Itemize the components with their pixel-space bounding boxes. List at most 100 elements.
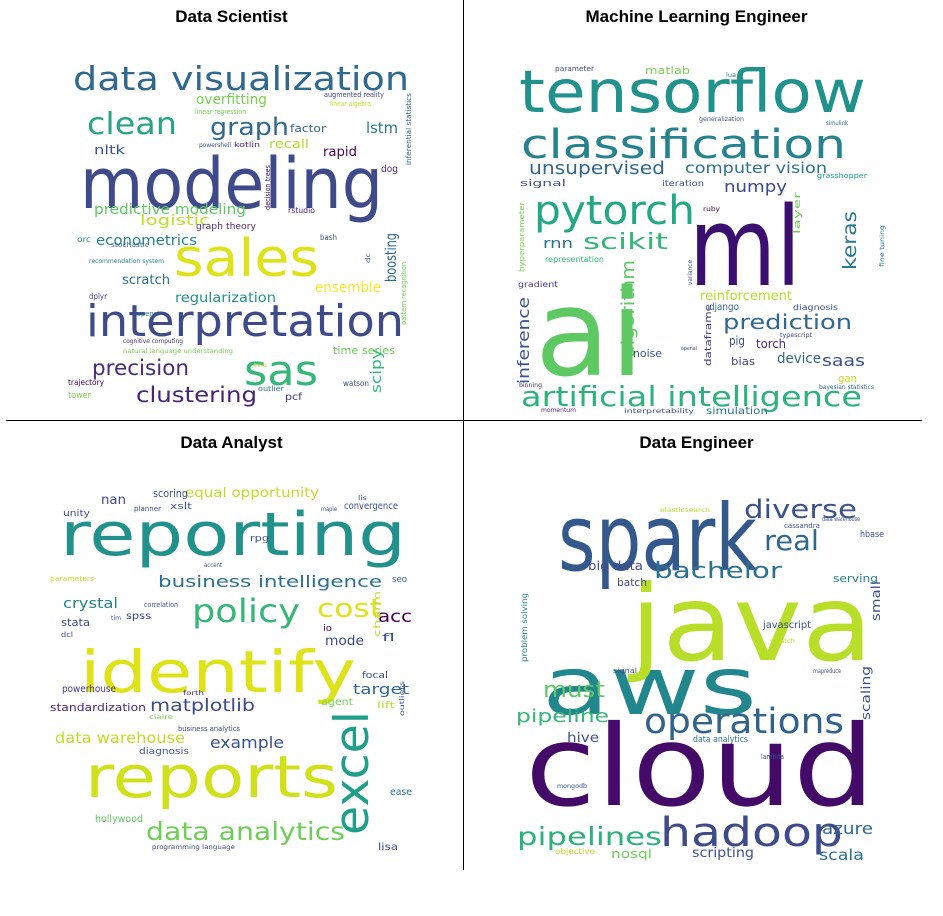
word-artificial-intelligence: artificial intelligence [521,380,862,413]
word-objective: objective [555,847,595,856]
word-ruby: ruby [703,206,721,213]
word-gradient: gradient [518,280,558,289]
word-dplyr: dplyr [89,292,108,301]
word-momentum: momentum [541,407,576,414]
word-augmented-reality: augmented reality [324,91,384,99]
word-scaling: scaling [859,666,873,720]
word-numpy: numpy [724,177,787,196]
word-parameter: parameter [555,65,594,73]
word-data-warehouse: data warehouse [55,729,185,747]
word-sas: sas [244,346,318,395]
word-cassandra: cassandra [784,522,820,530]
word-tower: tower [68,391,91,401]
panel-ml-engineer: Machine Learning Engineer ai ml tensorflow… [464,0,929,420]
word-variance: variance [687,260,694,285]
word-eviu: eviu [253,362,267,369]
word-diagnosis: diagnosis [793,303,838,312]
word-torch: torch [756,337,786,351]
word-standardization: standardization [50,701,146,714]
word-pipeline: pipeline [516,706,609,727]
word-pipelines: pipelines [517,822,662,851]
word-matplotlib: matplotlib [150,696,255,716]
word-linear-algebra: linear algebra [330,100,371,108]
word-scikit: scikit [583,230,669,255]
word-javascript: javascript [762,620,811,631]
word-scratch: scratch [122,273,170,288]
word-agent: agent [321,697,353,708]
word-pytorch: pytorch [534,188,695,234]
word-iteration: iteration [662,179,704,188]
word-charm: charm [373,591,383,637]
word-decision-trees: decision trees [264,165,272,210]
word-ensemble: ensemble [315,280,381,296]
word-hbase: hbase [860,530,884,540]
word-lambda: lambda [761,753,784,761]
panel-data-analyst: Data Analyst reporting identify reports exc… [0,421,463,871]
word-django: django [709,302,739,313]
word-signal: signal [520,179,566,189]
word-rapid: rapid [323,145,357,160]
word-java: java [628,563,873,685]
word-business-intelligence: business intelligence [158,572,382,591]
word-convergence: convergence [344,501,398,512]
word-accent: accent [204,562,223,569]
word-layer: layer [793,191,803,234]
word-stata: stata [61,616,90,629]
word-clean: clean [87,107,177,142]
word-identify: identify [80,638,356,706]
word-clustering: clustering [136,383,257,407]
word-mapreduce: mapreduce [813,668,841,675]
word-bayesian-statistics: bayesian statistics [819,384,874,391]
word-data-analytics: data analytics [693,735,748,745]
word-mode: mode [325,634,364,649]
word-rstudio: rstudio [288,206,315,215]
panel-title: Machine Learning Engineer [585,7,808,26]
word-cognitive-computing: cognitive computing [123,338,183,345]
word-batch: batch [617,576,647,589]
word-parameters: parameters [50,575,94,583]
word-factor: factor [290,122,327,135]
word-hyperparameter: hyperparameter [518,202,526,272]
word-econometrics: econometrics [96,233,197,249]
word-lift: lift [377,701,396,711]
word-ai: ai [535,265,644,404]
word-modeling: modeling [80,143,383,225]
word-serving: serving [833,572,878,585]
word-keras: keras [839,211,861,270]
word-aws: aws [542,640,757,733]
word-lua: lua [726,72,736,79]
word-ml: ml [689,183,801,311]
word-orc: orc [77,235,91,244]
word-matlab: matlab [645,64,690,77]
word-trajectory: trajectory [68,378,104,387]
word-dc: dc [365,253,372,263]
word-lis: lis [358,495,367,502]
word-forth: forth [183,690,204,697]
word-noise: noise [633,347,662,360]
word-typescript: typescript [780,332,813,339]
word-interpretability: interpretability [624,408,695,415]
word-classification: classification [521,122,846,168]
word-algorithm: algorithm [618,260,639,358]
word-reinforcement: reinforcement [700,289,792,304]
panel-title: Data Analyst [180,433,283,452]
word-big-data: big data [588,559,643,573]
word-precision: precision [92,356,189,380]
word-predictive-modeling: predictive modeling [94,202,246,218]
word-regularization: regularization [175,291,276,306]
vertical-divider [463,0,464,870]
word-excel: excel [325,711,380,835]
word-powerhouse: powerhouse [62,684,116,695]
word-data-analytics: data analytics [146,817,345,846]
word-small: small [869,581,883,621]
word-scala: scala [819,846,864,864]
word-nosql: nosql [611,847,652,861]
word-dataframe: dataframe [704,303,714,366]
word-pcf: pcf [285,392,303,403]
word-azure: azure [822,819,873,838]
word-computer-vision: computer vision [685,159,827,177]
word-diverse: diverse [744,495,857,525]
word-overfitting: overfitting [196,92,267,108]
